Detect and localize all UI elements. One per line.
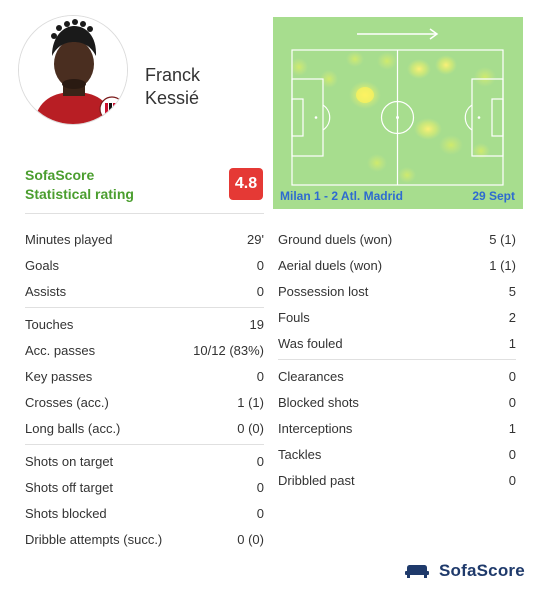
sofascore-logo-icon	[405, 565, 429, 578]
stat-label: Assists	[25, 284, 67, 299]
stat-label: Blocked shots	[278, 395, 359, 410]
stat-label: Was fouled	[278, 336, 343, 351]
heatmap-pitch	[273, 17, 523, 209]
stat-label: Possession lost	[278, 284, 369, 299]
stat-label: Clearances	[278, 369, 344, 384]
stat-row: Shots off target 0	[25, 475, 264, 501]
stat-value: 0	[508, 473, 516, 488]
stat-value: 1 (1)	[237, 395, 264, 410]
stat-row: Dribble attempts (succ.) 0 (0)	[25, 527, 264, 553]
stat-label: Shots on target	[25, 454, 114, 469]
stat-row: Crosses (acc.) 1 (1)	[25, 390, 264, 416]
match-date: 29 Sept	[472, 189, 515, 203]
heatmap[interactable]	[273, 17, 523, 209]
stat-value: 0	[256, 369, 264, 384]
rating-label: SofaScore Statistical rating	[25, 166, 134, 204]
stat-row: Touches 19	[25, 312, 264, 338]
stat-value: 0	[256, 454, 264, 469]
stat-row: Fouls 2	[278, 305, 516, 331]
stat-row: Key passes 0	[25, 364, 264, 390]
stats-group: Clearances 0 Blocked shots 0 Interceptions…	[278, 364, 516, 496]
stat-row: Aerial duels (won) 1 (1)	[278, 253, 516, 279]
stat-value: 0	[256, 258, 264, 273]
stat-label: Dribbled past	[278, 473, 355, 488]
rating-badge: 4.8	[229, 168, 263, 200]
stats-group: Shots on target 0 Shots off target 0 Shots…	[25, 449, 264, 555]
stat-label: Ground duels (won)	[278, 232, 393, 247]
stat-row: Dribbled past 0	[278, 468, 516, 494]
stat-value: 0 (0)	[237, 421, 264, 436]
stat-value: 0	[508, 395, 516, 410]
brand-logo[interactable]: SofaScore	[405, 561, 525, 581]
stats-group: Ground duels (won) 5 (1) Aerial duels (wo…	[278, 227, 516, 360]
stat-label: Aerial duels (won)	[278, 258, 383, 273]
stat-value: 1	[508, 421, 516, 436]
stat-row: Ground duels (won) 5 (1)	[278, 227, 516, 253]
stat-row: Tackles 0	[278, 442, 516, 468]
stat-row: Long balls (acc.) 0 (0)	[25, 416, 264, 442]
stat-label: Goals	[25, 258, 59, 273]
player-last-name: Kessié	[145, 88, 200, 108]
stat-value: 29'	[247, 232, 264, 247]
stat-value: 2	[508, 310, 516, 325]
stat-value: 0	[508, 447, 516, 462]
stat-row: Shots blocked 0	[25, 501, 264, 527]
stat-value: 0 (0)	[237, 532, 264, 547]
stat-row: Clearances 0	[278, 364, 516, 390]
stat-row: Minutes played 29'	[25, 227, 264, 253]
stat-row: Goals 0	[25, 253, 264, 279]
stat-label: Acc. passes	[25, 343, 96, 358]
player-avatar	[18, 15, 128, 125]
stat-label: Long balls (acc.)	[25, 421, 121, 436]
stats-right-column: Ground duels (won) 5 (1) Aerial duels (wo…	[278, 227, 516, 500]
stat-value: 0	[256, 284, 264, 299]
stat-row: Assists 0	[25, 279, 264, 305]
stat-value: 1 (1)	[489, 258, 516, 273]
stat-value: 10/12 (83%)	[193, 343, 264, 358]
player-name: Franck Kessié	[145, 64, 200, 110]
stat-label: Dribble attempts (succ.)	[25, 532, 163, 547]
stats-group: Minutes played 29' Goals 0 Assists 0	[25, 227, 264, 308]
rating-caption: Statistical rating	[25, 186, 134, 202]
stats-left-column: Minutes played 29' Goals 0 Assists 0 Touche…	[25, 227, 264, 559]
stat-label: Tackles	[278, 447, 322, 462]
stat-value: 0	[256, 480, 264, 495]
direction-arrow-icon	[357, 28, 439, 40]
stat-row: Blocked shots 0	[278, 390, 516, 416]
stat-label: Key passes	[25, 369, 93, 384]
stat-row: Acc. passes 10/12 (83%)	[25, 338, 264, 364]
stat-label: Crosses (acc.)	[25, 395, 109, 410]
match-result-link[interactable]: Milan 1 - 2 Atl. Madrid	[280, 189, 403, 203]
club-crest-icon	[99, 96, 125, 122]
stats-group: Touches 19 Acc. passes 10/12 (83%) Key pas…	[25, 312, 264, 445]
stat-label: Touches	[25, 317, 74, 332]
stat-label: Fouls	[278, 310, 310, 325]
stat-value: 5 (1)	[489, 232, 516, 247]
stat-label: Interceptions	[278, 421, 353, 436]
rating-source: SofaScore	[25, 167, 95, 183]
stat-row: Was fouled 1	[278, 331, 516, 357]
divider	[25, 213, 264, 214]
stat-row: Interceptions 1	[278, 416, 516, 442]
stat-label: Shots blocked	[25, 506, 107, 521]
stat-row: Possession lost 5	[278, 279, 516, 305]
stat-value: 1	[508, 336, 516, 351]
stat-label: Minutes played	[25, 232, 113, 247]
stat-value: 0	[256, 506, 264, 521]
stat-value: 5	[508, 284, 516, 299]
player-photo-icon	[19, 16, 127, 124]
stat-label: Shots off target	[25, 480, 113, 495]
stat-value: 19	[249, 317, 264, 332]
brand-name: SofaScore	[439, 561, 525, 580]
stat-row: Shots on target 0	[25, 449, 264, 475]
player-first-name: Franck	[145, 65, 201, 85]
stat-value: 0	[508, 369, 516, 384]
